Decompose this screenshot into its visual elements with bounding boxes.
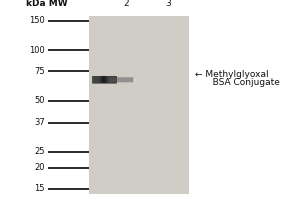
Bar bbox=[103, 76, 104, 83]
Bar bbox=[113, 78, 114, 82]
Bar bbox=[108, 77, 109, 82]
Text: 15: 15 bbox=[34, 184, 45, 193]
Bar bbox=[116, 78, 117, 82]
Text: 150: 150 bbox=[29, 16, 45, 25]
Bar bbox=[131, 78, 132, 82]
Bar bbox=[129, 78, 130, 82]
Bar bbox=[122, 78, 123, 82]
Text: kDa MW: kDa MW bbox=[26, 0, 67, 8]
Bar bbox=[114, 78, 115, 82]
Bar bbox=[99, 77, 100, 82]
Text: 37: 37 bbox=[34, 118, 45, 127]
Bar bbox=[96, 78, 97, 82]
Bar bbox=[88, 16, 189, 194]
Text: 100: 100 bbox=[29, 46, 45, 55]
Bar bbox=[107, 77, 108, 82]
Bar bbox=[130, 78, 131, 82]
Bar bbox=[134, 78, 135, 82]
Text: 75: 75 bbox=[34, 67, 45, 76]
Bar bbox=[111, 78, 112, 82]
Bar bbox=[95, 78, 96, 82]
Bar bbox=[94, 78, 95, 82]
Bar bbox=[126, 78, 127, 82]
Bar bbox=[101, 76, 102, 83]
Bar bbox=[120, 78, 121, 82]
Bar bbox=[128, 78, 129, 82]
Bar bbox=[124, 78, 125, 82]
Bar bbox=[112, 78, 113, 82]
Bar bbox=[93, 78, 94, 82]
Text: 3: 3 bbox=[165, 0, 171, 8]
Bar bbox=[105, 76, 106, 83]
Bar bbox=[118, 78, 119, 82]
Bar bbox=[97, 78, 98, 82]
Bar bbox=[115, 78, 116, 82]
Bar bbox=[110, 78, 111, 82]
Text: 25: 25 bbox=[34, 147, 45, 156]
Bar bbox=[132, 78, 133, 82]
Bar bbox=[104, 76, 105, 83]
Text: 20: 20 bbox=[34, 163, 45, 172]
FancyBboxPatch shape bbox=[109, 77, 134, 82]
Text: ← Methylglyoxal: ← Methylglyoxal bbox=[195, 70, 268, 79]
Bar bbox=[98, 78, 99, 82]
Text: 50: 50 bbox=[34, 96, 45, 105]
Bar bbox=[121, 78, 122, 82]
Text: BSA Conjugate: BSA Conjugate bbox=[204, 78, 280, 87]
FancyBboxPatch shape bbox=[92, 76, 117, 84]
Bar bbox=[133, 78, 134, 82]
Bar bbox=[127, 78, 128, 82]
Text: 2: 2 bbox=[123, 0, 129, 8]
Bar bbox=[119, 78, 120, 82]
Bar bbox=[109, 78, 110, 82]
Bar bbox=[117, 78, 118, 82]
Bar bbox=[102, 76, 103, 83]
Bar bbox=[106, 77, 107, 83]
Bar bbox=[100, 77, 101, 82]
